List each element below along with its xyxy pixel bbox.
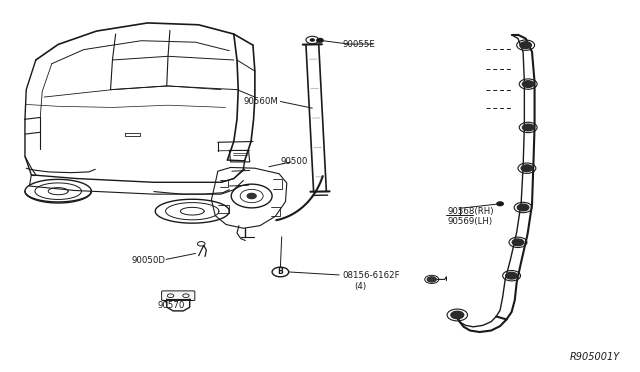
FancyBboxPatch shape	[162, 291, 195, 301]
Text: (4): (4)	[354, 282, 366, 291]
Text: 90570: 90570	[157, 301, 184, 310]
Text: 90500: 90500	[280, 157, 308, 166]
Text: 08156-6162F: 08156-6162F	[342, 271, 400, 280]
Circle shape	[522, 81, 534, 87]
Text: B: B	[278, 267, 284, 276]
Circle shape	[506, 272, 517, 279]
Text: 90569(LH): 90569(LH)	[448, 217, 493, 226]
Circle shape	[517, 204, 529, 211]
Circle shape	[521, 165, 532, 171]
Text: R905001Y: R905001Y	[570, 352, 620, 362]
Circle shape	[512, 239, 524, 246]
Circle shape	[310, 39, 314, 41]
Text: 90568(RH): 90568(RH)	[448, 208, 494, 217]
Text: 90055E: 90055E	[342, 39, 376, 49]
Circle shape	[451, 311, 464, 319]
Text: 90050D: 90050D	[131, 256, 166, 264]
Circle shape	[497, 202, 503, 206]
Text: 90560M: 90560M	[244, 97, 278, 106]
Circle shape	[428, 277, 436, 282]
Circle shape	[247, 193, 256, 199]
Circle shape	[317, 38, 323, 42]
Circle shape	[522, 124, 534, 131]
Circle shape	[520, 42, 531, 48]
